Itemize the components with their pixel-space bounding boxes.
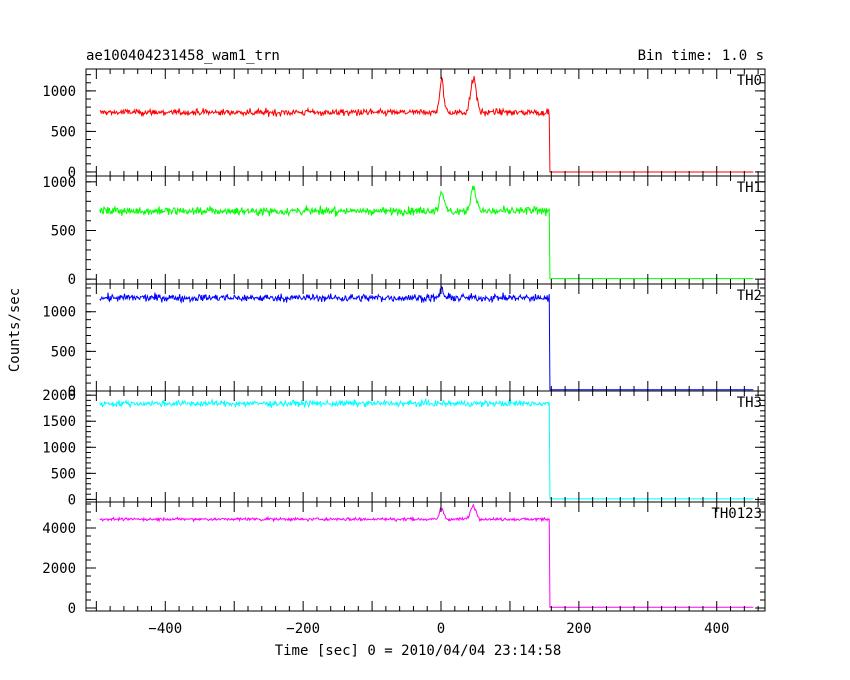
bin-time-label: Bin time: 1.0 s	[638, 48, 764, 64]
x-tick-label: 400	[704, 621, 729, 637]
y-tick-label: 4000	[42, 521, 76, 537]
x-axis-label: Time [sec] 0 = 2010/04/04 23:14:58	[275, 643, 562, 659]
series-line-th3	[99, 397, 754, 500]
y-tick-label: 500	[51, 124, 76, 140]
series-line-th2	[99, 285, 754, 391]
y-tick-label: 1000	[42, 175, 76, 191]
series-line-th1	[99, 185, 754, 280]
panel-th0123: TH0123 0 2000 4000	[42, 501, 766, 617]
y-tick-label: 2000	[42, 561, 76, 577]
x-tick-label: 200	[566, 621, 591, 637]
y-tick-label: 0	[68, 601, 76, 617]
panel-th1: TH1 0 500 1000	[42, 175, 766, 288]
panel-label: TH0	[737, 73, 762, 89]
x-tick-label: 0	[437, 621, 445, 637]
y-tick-label: 1000	[42, 84, 76, 100]
y-tick-label: 500	[51, 344, 76, 360]
panel-th3: TH3 0 500 1000 1500 2000	[42, 388, 766, 508]
y-tick-label: 1500	[42, 414, 76, 430]
x-tick-label: −200	[286, 621, 320, 637]
series-line-th0123	[99, 503, 754, 608]
panel-label: TH3	[737, 395, 762, 411]
panel-th0: TH0 0 500 1000	[42, 68, 766, 181]
y-tick-label: 500	[51, 223, 76, 239]
chart-title: ae100404231458_wam1_trn	[86, 48, 280, 64]
panel-label: TH2	[737, 288, 762, 304]
y-tick-label: 0	[68, 272, 76, 288]
series-line-th0	[99, 75, 754, 173]
panel-frame	[85, 68, 766, 177]
panel-frame	[85, 390, 766, 503]
panel-stack: TH0 0 500 1000 TH1 0 500 1000 TH2 0 500 1000 TH3 0 500…	[42, 68, 766, 637]
panel-label: TH0123	[711, 506, 762, 522]
panel-th2: TH2 0 500 1000	[42, 283, 766, 400]
y-tick-label: 0	[68, 384, 76, 400]
panel-frame	[85, 175, 766, 285]
panel-frame	[85, 501, 766, 612]
panel-label: TH1	[737, 180, 762, 196]
y-tick-label: 0	[68, 492, 76, 508]
y-axis-label: Counts/sec	[7, 288, 23, 372]
x-tick-label: −400	[148, 621, 182, 637]
y-tick-label: 1000	[42, 440, 76, 456]
y-tick-label: 1000	[42, 305, 76, 321]
y-tick-label: 500	[51, 466, 76, 482]
y-tick-label: 0	[68, 165, 76, 181]
y-tick-label: 2000	[42, 388, 76, 404]
